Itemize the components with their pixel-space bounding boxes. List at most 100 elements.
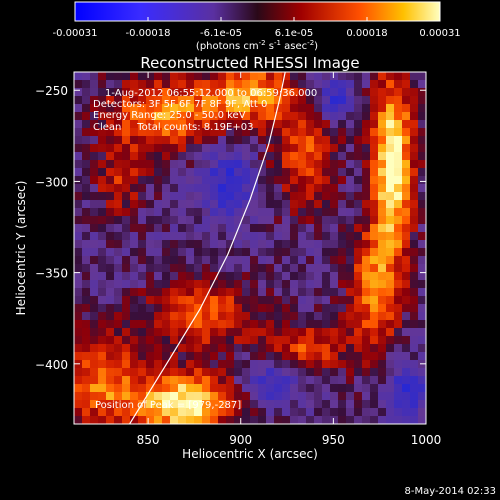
heatmap-cell (170, 160, 179, 169)
heatmap-cell (314, 144, 323, 153)
heatmap-cell (106, 96, 115, 105)
heatmap-cell (258, 152, 267, 161)
heatmap-cell (186, 104, 195, 113)
heatmap-cell (226, 352, 235, 361)
heatmap-cell (146, 304, 155, 313)
heatmap-cell (242, 184, 251, 193)
heatmap-cell (186, 72, 195, 81)
heatmap-cell (410, 248, 419, 257)
heatmap-cell (194, 96, 203, 105)
heatmap-cell (122, 264, 131, 273)
heatmap-cell (146, 376, 155, 385)
heatmap-cell (378, 72, 387, 81)
heatmap-cell (274, 216, 283, 225)
heatmap-cell (138, 80, 147, 89)
heatmap-cell (130, 160, 139, 169)
heatmap-cell (250, 152, 259, 161)
heatmap-cell (306, 224, 315, 233)
heatmap-cell (194, 368, 203, 377)
heatmap-cell (234, 264, 243, 273)
heatmap-cell (418, 312, 426, 321)
heatmap-cell (250, 192, 259, 201)
heatmap-cell (82, 152, 91, 161)
heatmap-cell (290, 376, 299, 385)
annotation-energy: Energy Range: 25.0 - 50.0 keV (93, 110, 246, 121)
heatmap-cell (226, 240, 235, 249)
heatmap-cell (98, 256, 107, 265)
heatmap-cell (114, 176, 123, 185)
heatmap-cell (106, 304, 115, 313)
heatmap-cell (194, 320, 203, 329)
heatmap-cell (370, 256, 379, 265)
heatmap-cell (234, 160, 243, 169)
heatmap-cell (98, 72, 107, 81)
heatmap-cell (282, 264, 291, 273)
heatmap-cell (138, 136, 147, 145)
heatmap-cell (178, 264, 187, 273)
heatmap-cell (346, 352, 355, 361)
heatmap-cell (146, 72, 155, 81)
heatmap-cell (226, 280, 235, 289)
heatmap-cell (258, 312, 267, 321)
heatmap-cell (234, 272, 243, 281)
heatmap-cell (210, 264, 219, 273)
heatmap-cell (146, 344, 155, 353)
heatmap-cell (306, 96, 315, 105)
heatmap-cell (338, 80, 347, 89)
heatmap-cell (354, 368, 363, 377)
heatmap-cell (138, 112, 147, 121)
heatmap-cell (186, 96, 195, 105)
heatmap-cell (138, 264, 147, 273)
heatmap-cell (242, 416, 251, 424)
heatmap-cell (386, 112, 395, 121)
heatmap-cell (98, 104, 107, 113)
heatmap-cell (202, 120, 211, 129)
heatmap-cell (74, 184, 83, 193)
heatmap-cell (346, 168, 355, 177)
heatmap-cell (146, 208, 155, 217)
heatmap-cell (258, 240, 267, 249)
heatmap-cell (250, 136, 259, 145)
heatmap-cell (306, 200, 315, 209)
heatmap-cell (170, 144, 179, 153)
heatmap-cell (322, 296, 331, 305)
heatmap-cell (290, 176, 299, 185)
heatmap-cell (82, 264, 91, 273)
heatmap-cell (146, 264, 155, 273)
heatmap-cell (106, 224, 115, 233)
heatmap-cell (146, 120, 155, 129)
heatmap-cell (154, 96, 163, 105)
heatmap-cell (314, 408, 323, 417)
heatmap-cell (146, 272, 155, 281)
heatmap-cell (314, 160, 323, 169)
heatmap-cell (74, 200, 83, 209)
heatmap-cell (226, 384, 235, 393)
x-tick-label: 950 (322, 433, 345, 447)
heatmap-cell (370, 224, 379, 233)
heatmap-cell (306, 176, 315, 185)
heatmap-cell (218, 80, 227, 89)
heatmap-cell (346, 208, 355, 217)
heatmap-cell (122, 80, 131, 89)
heatmap-cell (258, 408, 267, 417)
heatmap-cell (218, 168, 227, 177)
heatmap-cell (410, 344, 419, 353)
heatmap-cell (186, 160, 195, 169)
heatmap-cell (258, 360, 267, 369)
heatmap-cell (82, 88, 91, 97)
heatmap-cell (154, 392, 163, 401)
heatmap-cell (194, 224, 203, 233)
heatmap-cell (218, 144, 227, 153)
heatmap-cell (226, 104, 235, 113)
heatmap-cell (146, 256, 155, 265)
heatmap-cell (354, 408, 363, 417)
heatmap-cell (202, 80, 211, 89)
heatmap-cell (194, 200, 203, 209)
heatmap-cell (258, 288, 267, 297)
heatmap-cell (362, 328, 371, 337)
heatmap-cell (402, 344, 411, 353)
heatmap-cell (210, 376, 219, 385)
heatmap-cell (282, 104, 291, 113)
heatmap-cell (338, 312, 347, 321)
heatmap-cell (226, 288, 235, 297)
